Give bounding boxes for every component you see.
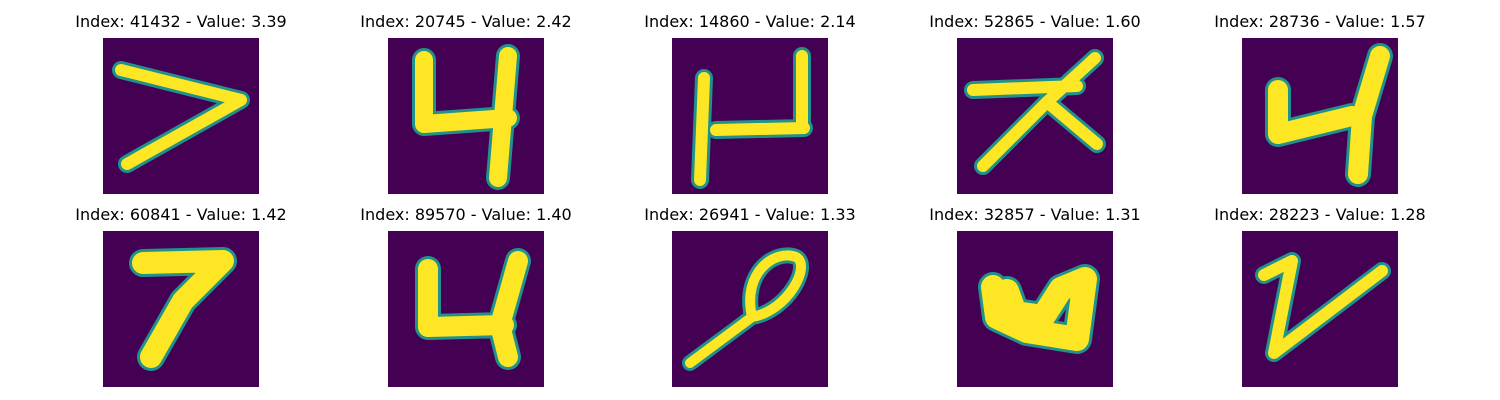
panel-4: Index: 52865 - Value: 1.60: [929, 12, 1141, 202]
panel-8: Index: 26941 - Value: 1.33: [644, 205, 856, 395]
digit-image: [957, 231, 1113, 387]
panel-title: Index: 89570 - Value: 1.40: [360, 205, 572, 224]
digit-image: [672, 38, 828, 194]
digit-image: [1242, 38, 1398, 194]
panel-title: Index: 52865 - Value: 1.60: [929, 12, 1141, 31]
panel-title: Index: 28223 - Value: 1.28: [1214, 205, 1426, 224]
digit-image: [388, 231, 544, 387]
digit-image: [1242, 231, 1398, 387]
panel-10: Index: 28223 - Value: 1.28: [1214, 205, 1426, 395]
panel-7: Index: 89570 - Value: 1.40: [360, 205, 572, 395]
panel-5: Index: 28736 - Value: 1.57: [1214, 12, 1426, 202]
digit-image: [957, 38, 1113, 194]
panel-title: Index: 14860 - Value: 2.14: [644, 12, 856, 31]
panel-9: Index: 32857 - Value: 1.31: [929, 205, 1141, 395]
panel-title: Index: 20745 - Value: 2.42: [360, 12, 572, 31]
panel-2: Index: 20745 - Value: 2.42: [360, 12, 572, 202]
digit-image: [388, 38, 544, 194]
panel-title: Index: 28736 - Value: 1.57: [1214, 12, 1426, 31]
panel-3: Index: 14860 - Value: 2.14: [644, 12, 856, 202]
panel-1: Index: 41432 - Value: 3.39: [75, 12, 287, 202]
digit-image: [103, 231, 259, 387]
panel-title: Index: 32857 - Value: 1.31: [929, 205, 1141, 224]
panel-6: Index: 60841 - Value: 1.42: [75, 205, 287, 395]
panel-title: Index: 41432 - Value: 3.39: [75, 12, 287, 31]
digit-image: [672, 231, 828, 387]
panel-title: Index: 60841 - Value: 1.42: [75, 205, 287, 224]
digit-image: [103, 38, 259, 194]
panel-title: Index: 26941 - Value: 1.33: [644, 205, 856, 224]
